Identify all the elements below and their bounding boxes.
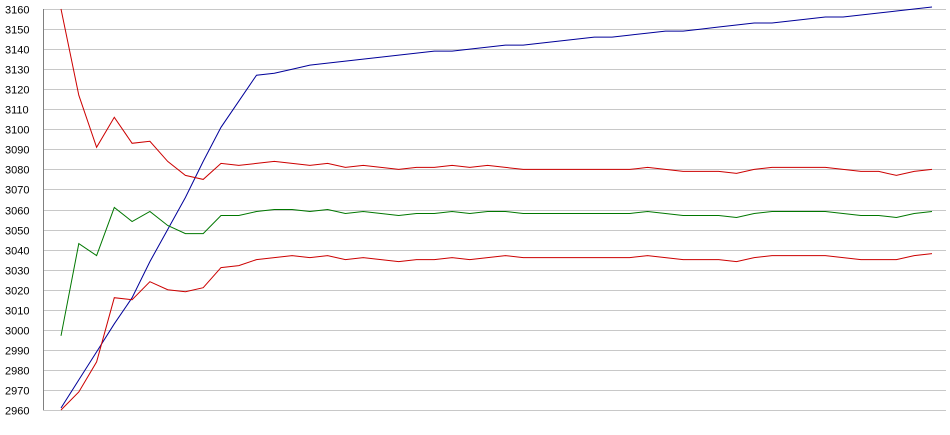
y-tick-label: 3100 xyxy=(5,125,29,137)
y-tick-label: 3070 xyxy=(5,185,29,197)
y-tick-label: 2970 xyxy=(5,386,29,398)
y-tick-label: 3000 xyxy=(5,326,29,338)
y-tick-label: 3010 xyxy=(5,306,29,318)
y-tick-label: 3130 xyxy=(5,65,29,77)
y-tick-label: 3050 xyxy=(5,226,29,238)
y-tick-label: 3040 xyxy=(5,246,29,258)
series-line-2 xyxy=(60,8,933,180)
series-lines xyxy=(60,6,933,411)
y-tick-label: 3160 xyxy=(5,5,29,17)
y-tick-label: 2960 xyxy=(5,406,29,418)
y-tick-label: 3090 xyxy=(5,145,29,157)
y-axis-tick-labels: 2960 2970 2980 2990 3000 3010 3020 3030 3040 3050… xyxy=(5,5,29,418)
y-tick-label: 3150 xyxy=(5,25,29,37)
y-tick-label: 3060 xyxy=(5,206,29,218)
series-line-4 xyxy=(60,253,933,411)
y-tick-label: 3120 xyxy=(5,85,29,97)
grid-lines xyxy=(43,9,946,411)
y-tick-label: 3020 xyxy=(5,286,29,298)
y-tick-label: 2990 xyxy=(5,346,29,358)
y-tick-label: 3110 xyxy=(5,105,29,117)
y-tick-label: 3080 xyxy=(5,165,29,177)
y-tick-label: 2980 xyxy=(5,366,29,378)
y-tick-label: 3140 xyxy=(5,45,29,57)
series-line-1 xyxy=(60,6,933,409)
series-line-3 xyxy=(60,206,933,336)
y-tick-label: 3030 xyxy=(5,266,29,278)
